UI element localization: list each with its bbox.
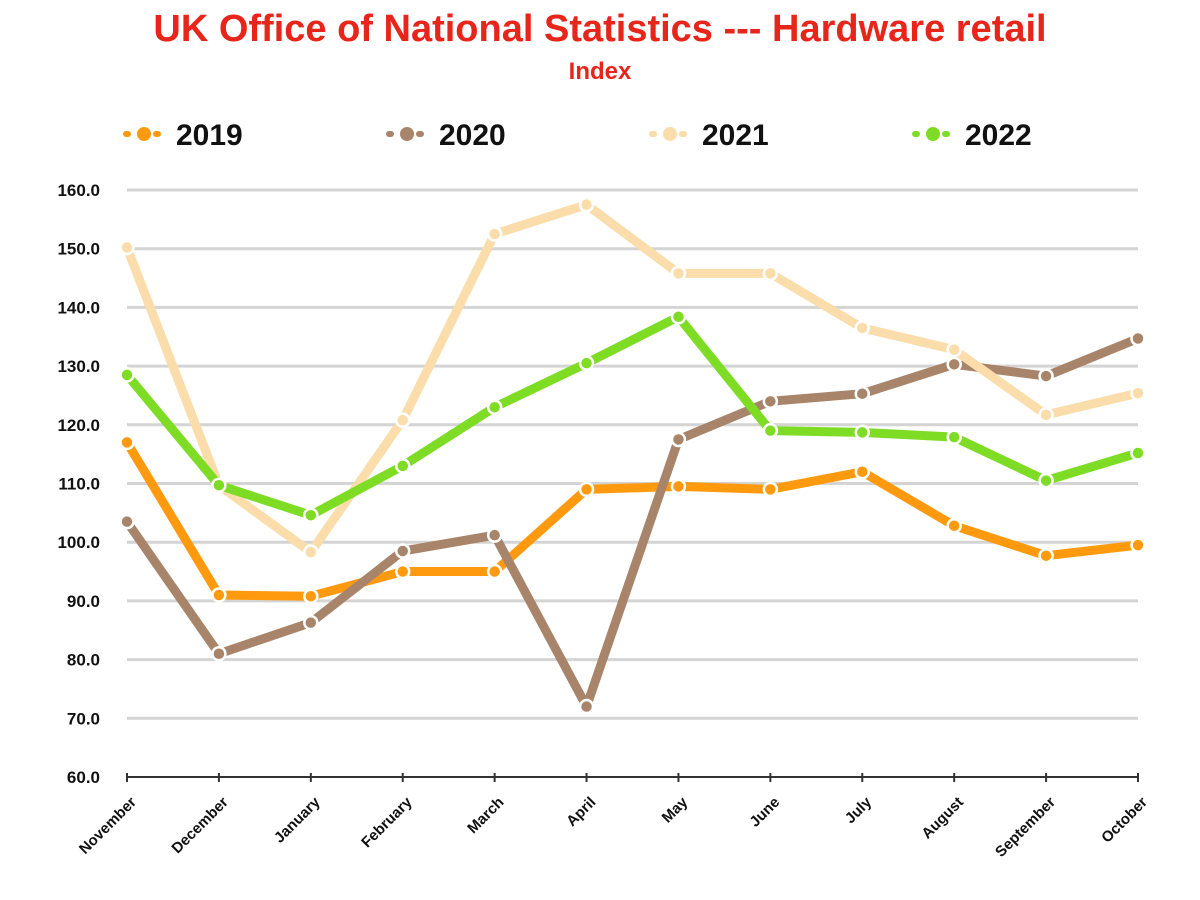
x-tick-label: January: [271, 793, 324, 846]
x-tick-label: March: [464, 794, 507, 837]
y-tick-label: 160.0: [57, 181, 100, 200]
x-tick-label: July: [842, 793, 876, 827]
data-point: [211, 645, 227, 662]
data-point: [1038, 368, 1054, 384]
data-point: [854, 464, 871, 480]
x-tick-label: February: [358, 793, 416, 851]
data-point: [1130, 445, 1146, 461]
data-point: [578, 698, 595, 715]
data-point: [670, 309, 687, 325]
data-point: [1038, 472, 1054, 489]
data-point: [854, 424, 871, 441]
legend-item-2021: 2021: [649, 119, 769, 152]
data-point: [486, 563, 503, 580]
y-tick-label: 100.0: [57, 533, 100, 552]
data-point: [1130, 385, 1146, 401]
data-point: [394, 458, 411, 474]
data-point: [303, 507, 319, 523]
legend-label: 2020: [439, 119, 506, 152]
data-point: [119, 513, 135, 530]
series-line-2022: [122, 312, 1143, 520]
data-point: [578, 355, 595, 371]
data-point: [670, 478, 687, 495]
series-2022: [119, 309, 1146, 523]
series-2020: [119, 330, 1146, 715]
data-point: [762, 422, 779, 439]
data-point: [211, 587, 227, 603]
y-tick-label: 110.0: [58, 475, 100, 494]
legend-marker: [135, 125, 153, 143]
series-line-2020: [122, 334, 1143, 712]
data-point: [762, 393, 779, 410]
data-point: [946, 518, 962, 534]
data-point: [670, 431, 687, 448]
legend-item-2020: 2020: [386, 119, 506, 152]
x-tick-label: August: [918, 794, 967, 843]
legend-item-2022: 2022: [912, 119, 1032, 152]
legend-marker: [661, 125, 679, 143]
legend-label: 2022: [965, 119, 1032, 152]
y-tick-label: 150.0: [57, 240, 100, 259]
legend-label: 2021: [702, 119, 769, 152]
series-layer: [119, 196, 1146, 715]
data-point: [1038, 547, 1054, 564]
series-line-2021: [122, 200, 1143, 557]
data-point: [1130, 537, 1146, 553]
data-point: [394, 412, 411, 428]
series-line-2019: [122, 437, 1143, 601]
x-tick-label: September: [992, 794, 1059, 861]
data-point: [946, 341, 962, 358]
data-point: [119, 434, 135, 451]
data-point: [946, 429, 962, 445]
data-point: [211, 477, 227, 494]
data-point: [1038, 407, 1054, 423]
x-tick-label: May: [659, 793, 692, 826]
y-tick-label: 60.0: [67, 768, 100, 787]
series-2019: [119, 434, 1146, 604]
data-point: [578, 481, 595, 498]
data-point: [486, 226, 503, 242]
x-tick-label: December: [168, 794, 231, 857]
x-tick-label: October: [1098, 794, 1151, 847]
data-point: [119, 239, 135, 256]
legend-label: 2019: [176, 119, 243, 152]
data-point: [303, 614, 319, 631]
data-point: [762, 265, 779, 282]
data-point: [486, 527, 503, 543]
legend: 2019 2020 2021 2022: [123, 119, 1032, 152]
x-tick-label: April: [563, 794, 599, 830]
legend-item-2019: 2019: [123, 119, 243, 152]
y-tick-label: 90.0: [67, 592, 100, 611]
chart-title: UK Office of National Statistics --- Har…: [153, 8, 1047, 50]
data-point: [1130, 330, 1146, 347]
legend-marker: [398, 125, 416, 143]
data-point: [394, 563, 411, 580]
data-point: [486, 399, 503, 415]
y-tick-label: 80.0: [67, 651, 100, 670]
legend-marker: [924, 125, 942, 143]
data-point: [854, 385, 871, 402]
chart-subtitle: Index: [568, 58, 632, 85]
data-point: [946, 356, 962, 373]
x-tick-label: November: [76, 794, 140, 858]
data-point: [303, 588, 319, 604]
y-tick-label: 140.0: [57, 298, 100, 317]
data-point: [394, 543, 411, 559]
data-point: [303, 544, 319, 560]
data-point: [854, 320, 871, 336]
data-point: [670, 265, 687, 282]
y-tick-label: 120.0: [57, 416, 100, 435]
data-point: [119, 367, 135, 383]
x-tick-label: June: [746, 794, 783, 831]
data-point: [578, 196, 595, 213]
data-point: [762, 481, 779, 498]
y-tick-label: 70.0: [67, 709, 100, 728]
y-tick-label: 130.0: [57, 357, 100, 376]
axis-layer: 60.0 70.0 80.0 90.0 100.0 110.0 120.0 130.0 140.…: [57, 181, 1150, 861]
